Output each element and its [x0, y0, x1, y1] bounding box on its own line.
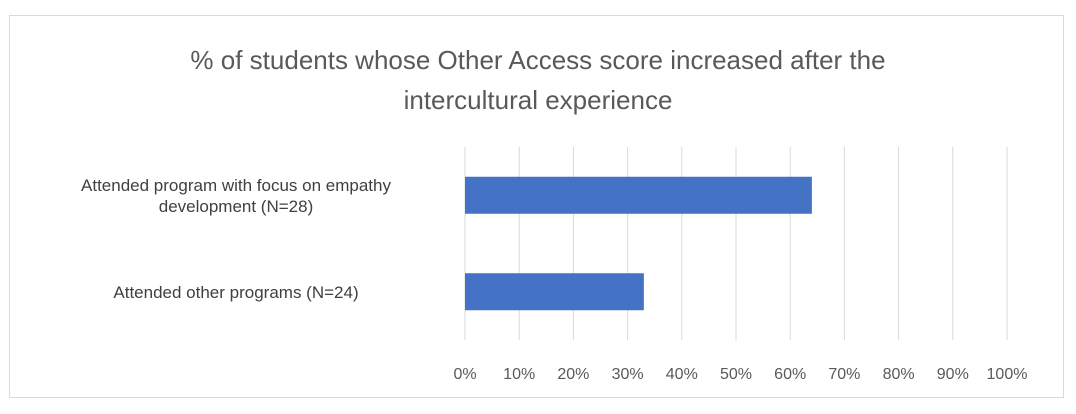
x-tick-label: 10%: [503, 366, 535, 383]
x-tick-labels: 0% 10% 20% 30% 40% 50% 60% 70% 80% 90% 100%: [453, 366, 1027, 383]
bar-1: [465, 176, 812, 214]
category-label-1: Attended program with focus on empathy de…: [81, 176, 391, 216]
gridlines: [464, 147, 1008, 340]
x-tick-label: 50%: [720, 366, 752, 383]
category-label-2: Attended other programs (N=24): [113, 283, 358, 302]
chart-title-line-2: intercultural experience: [403, 85, 673, 115]
x-tick-label: 70%: [828, 366, 860, 383]
x-tick-label: 20%: [557, 366, 589, 383]
x-tick-label: 80%: [883, 366, 915, 383]
x-tick-label: 40%: [666, 366, 698, 383]
chart-title: % of students whose Other Access score i…: [0, 40, 1076, 120]
x-tick-label: 100%: [987, 366, 1028, 383]
category-labels: Attended program with focus on empathy de…: [81, 176, 391, 302]
x-tick-label: 60%: [774, 366, 806, 383]
chart-title-line-1: % of students whose Other Access score i…: [190, 45, 886, 75]
x-tick-label: 0%: [453, 366, 476, 383]
bar-2: [465, 273, 644, 311]
x-tick-label: 90%: [937, 366, 969, 383]
bars: [465, 176, 812, 311]
x-tick-label: 30%: [612, 366, 644, 383]
